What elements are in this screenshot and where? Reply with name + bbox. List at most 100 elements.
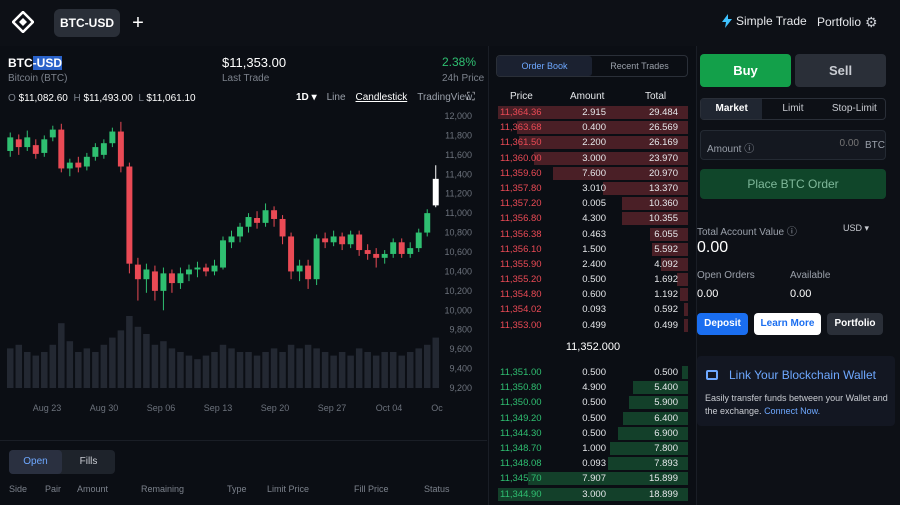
learn-more-button[interactable]: Learn More (754, 313, 821, 335)
amount-field[interactable]: Amount ⓘ BTC (700, 130, 886, 160)
order-book-row[interactable]: 11,354.02 0.093 0.592 (490, 302, 696, 317)
depth-bar (684, 303, 688, 317)
expand-icon[interactable]: ⛶ (467, 91, 475, 103)
price-chart[interactable]: 12,000 11,800 11,600 11,400 11,200 11,000 10,8… (0, 110, 487, 420)
volume-bar (185, 355, 193, 388)
deposit-button[interactable]: Deposit (697, 313, 748, 335)
tab-market[interactable]: Market (701, 99, 763, 119)
depth-bar (632, 381, 688, 395)
order-book-row[interactable]: 11,353.00 0.499 0.499 (490, 318, 696, 333)
volume-bar (177, 352, 184, 388)
candle-body (83, 156, 90, 167)
order-book-row[interactable]: 11,361.50 2.200 26.169 (490, 135, 696, 150)
order-book-row[interactable]: 11,350.00 0.500 5.900 (490, 395, 696, 410)
row-price: 11,353.00 (500, 319, 542, 331)
order-book-row[interactable]: 11,351.00 0.500 0.500 (490, 365, 696, 380)
candle-body (398, 242, 405, 254)
depth-bar (617, 426, 688, 440)
order-book-row[interactable]: 11,364.36 2.915 29.484 (490, 105, 696, 120)
order-book-row[interactable]: 11,357.20 0.005 10.360 (490, 196, 696, 211)
order-book-row[interactable]: 11,356.80 4.300 10.355 (490, 211, 696, 226)
simple-trade-label: Simple Trade (736, 14, 807, 28)
y-tick-label: 10,000 (444, 305, 472, 315)
volume-bar (24, 352, 31, 388)
tab-open-orders[interactable]: Open (9, 450, 62, 474)
tab-order-book[interactable]: Order Book (497, 56, 592, 76)
candle-body (100, 143, 107, 155)
row-amount: 2.400 (582, 258, 606, 270)
volume-bar (287, 344, 295, 388)
portfolio-link[interactable]: Portfolio (817, 15, 862, 29)
candle-body (58, 129, 65, 169)
connect-now-link[interactable]: Connect Now. (764, 406, 821, 416)
row-amount: 4.900 (582, 382, 606, 394)
volume-bar (364, 352, 371, 388)
depth-bar (680, 288, 688, 302)
candle-body (254, 218, 261, 223)
sell-button[interactable]: Sell (795, 54, 886, 87)
order-book-row[interactable]: 11,363.68 0.400 26.569 (490, 120, 696, 135)
interval-select[interactable]: 1D ▾ (296, 92, 317, 103)
row-total: 20.970 (648, 167, 678, 179)
gear-icon[interactable]: ⚙ (865, 14, 878, 30)
order-book-row[interactable]: 11,354.80 0.600 1.192 (490, 287, 696, 302)
row-price: 11,364.36 (500, 107, 542, 118)
row-amount: 0.500 (582, 274, 606, 286)
link-wallet-title[interactable]: Link Your Blockchain Wallet (729, 368, 876, 382)
tradingview-toggle[interactable]: TradingView (417, 92, 473, 103)
y-tick-label: 11,400 (445, 169, 472, 179)
last-price-label: Last Trade (222, 73, 270, 84)
tab-stop-limit[interactable]: Stop-Limit (831, 103, 877, 114)
tab-limit[interactable]: Limit (782, 103, 804, 114)
row-price: 11,355.90 (500, 258, 542, 270)
candlestick-toggle[interactable]: Candlestick (355, 92, 408, 103)
add-pair-button[interactable]: + (132, 12, 144, 34)
order-book-row[interactable]: 11,356.38 0.463 6.055 (490, 227, 696, 242)
order-book-row[interactable]: 11,359.60 7.600 20.970 (490, 166, 696, 181)
volume-bar (15, 344, 23, 388)
place-order-button[interactable]: Place BTC Order (700, 169, 886, 199)
order-book-row[interactable]: 11,360.00 3.000 23.970 (490, 151, 696, 166)
order-book-row[interactable]: 11,344.90 3.000 18.899 (490, 487, 696, 502)
order-book-row[interactable]: 11,345.70 7.907 15.899 (490, 471, 696, 486)
row-price: 11,354.80 (500, 289, 542, 301)
tab-fills[interactable]: Fills (79, 456, 98, 467)
order-book-row[interactable]: 11,350.80 4.900 5.400 (490, 380, 696, 395)
pair-tab-btc-usd[interactable]: BTC-USD (54, 9, 120, 37)
candle-body (177, 273, 184, 284)
order-book-row[interactable]: 11,348.08 0.093 7.893 (490, 456, 696, 471)
total-account-value-label: Total Account Value ⓘ (697, 227, 797, 238)
orders-panel: Open Fills Side Pair Amount Remaining Ty… (0, 440, 487, 505)
link-wallet-card: Link Your Blockchain Wallet Easily trans… (697, 356, 895, 426)
chart-panel: BTC-USD Bitcoin (BTC) $11,353.00 Last Tr… (0, 46, 487, 436)
volume-bar (279, 352, 286, 388)
depth-bar (682, 366, 688, 379)
row-total: 13.370 (648, 182, 678, 194)
row-price: 11,348.08 (500, 458, 542, 470)
currency-select[interactable]: USD ▾ (843, 223, 870, 233)
trade-panel: Buy Sell Market Limit Stop-Limit Amount … (697, 46, 900, 505)
candle-body (117, 131, 124, 167)
portfolio-button[interactable]: Portfolio (827, 313, 883, 335)
row-total: 1.192 (654, 289, 678, 301)
tab-recent-trades[interactable]: Recent Trades (610, 61, 669, 71)
buy-button[interactable]: Buy (700, 54, 791, 87)
spread-price: 11,352.000 (565, 341, 621, 353)
line-chart-toggle[interactable]: Line (326, 92, 346, 103)
row-price: 11,344.30 (500, 427, 542, 439)
simple-trade-link[interactable]: Simple Trade (722, 14, 807, 28)
order-book-row[interactable]: 11,356.10 1.500 5.592 (490, 242, 696, 257)
volume-bar (313, 348, 320, 388)
order-book-row[interactable]: 11,344.30 0.500 6.900 (490, 426, 696, 441)
exchange-logo-icon[interactable] (12, 11, 34, 33)
x-tick-label: Oc (431, 403, 443, 413)
order-book-row[interactable]: 11,355.90 2.400 4.092 (490, 257, 696, 272)
row-amount: 4.300 (582, 213, 606, 225)
order-book-row[interactable]: 11,348.70 1.000 7.800 (490, 441, 696, 456)
order-type-tabs: Market Limit Stop-Limit (700, 98, 886, 120)
volume-bar (83, 348, 91, 388)
order-book-row[interactable]: 11,357.80 3.010 13.370 (490, 181, 696, 196)
order-book-row[interactable]: 11,355.20 0.500 1.692 (490, 272, 696, 287)
amount-input[interactable] (801, 138, 859, 149)
order-book-row[interactable]: 11,349.20 0.500 6.400 (490, 411, 696, 426)
